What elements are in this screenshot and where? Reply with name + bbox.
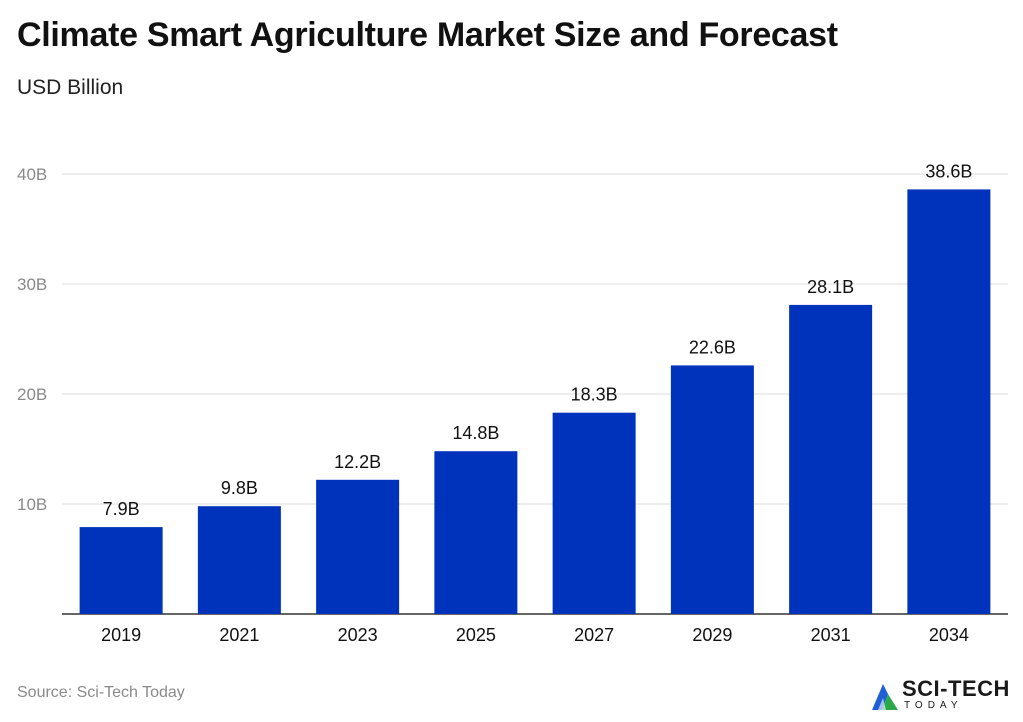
data-label: 28.1B xyxy=(807,277,854,297)
y-tick-label: 30B xyxy=(17,275,47,294)
x-tick-label: 2025 xyxy=(456,625,496,645)
data-label: 9.8B xyxy=(221,478,258,498)
logo-icon xyxy=(872,684,898,710)
source-note: Source: Sci-Tech Today xyxy=(17,684,185,701)
x-tick-label: 2021 xyxy=(219,625,259,645)
y-tick-label: 10B xyxy=(17,495,47,514)
x-tick-label: 2029 xyxy=(692,625,732,645)
logo-subtext: TODAY xyxy=(904,700,963,711)
data-label: 7.9B xyxy=(103,499,140,519)
data-label: 22.6B xyxy=(689,337,736,357)
bar-2027 xyxy=(552,412,636,614)
data-label: 18.3B xyxy=(571,385,618,405)
bar-2029 xyxy=(670,365,754,614)
bar-2025 xyxy=(434,451,518,614)
x-tick-label: 2019 xyxy=(101,625,141,645)
bar-2019 xyxy=(79,527,163,614)
bar-2031 xyxy=(789,304,873,614)
chart-subtitle: USD Billion xyxy=(17,76,124,99)
bar-2034 xyxy=(907,189,991,614)
bar-2023 xyxy=(316,479,400,614)
data-label: 12.2B xyxy=(334,452,381,472)
x-tick-label: 2023 xyxy=(338,625,378,645)
sci-tech-today-logo: SCI-TECH TODAY xyxy=(870,676,1015,716)
x-tick-label: 2034 xyxy=(929,625,969,645)
y-tick-label: 40B xyxy=(17,165,47,184)
data-label: 14.8B xyxy=(452,423,499,443)
chart-title: Climate Smart Agriculture Market Size an… xyxy=(17,16,838,54)
y-tick-label: 20B xyxy=(17,385,47,404)
bar-2021 xyxy=(197,506,281,614)
x-tick-label: 2031 xyxy=(811,625,851,645)
data-label: 38.6B xyxy=(925,161,972,181)
x-tick-label: 2027 xyxy=(574,625,614,645)
logo-text: SCI-TECH xyxy=(902,676,1010,701)
